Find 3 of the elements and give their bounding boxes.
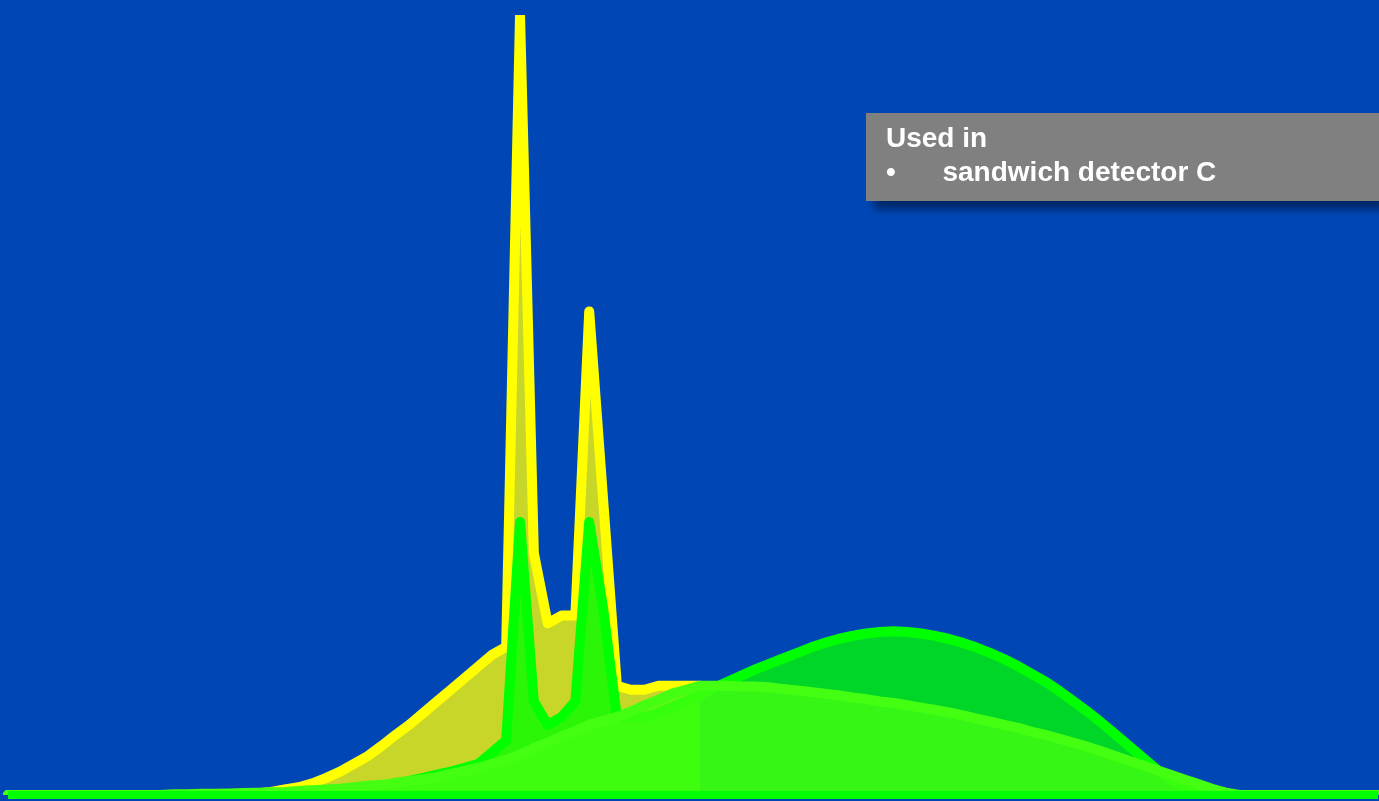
annotation: • sandwich detector C (886, 155, 1218, 189)
annotation: Used in (886, 121, 989, 155)
text-box: Used in • sandwich detector C (866, 113, 1379, 201)
